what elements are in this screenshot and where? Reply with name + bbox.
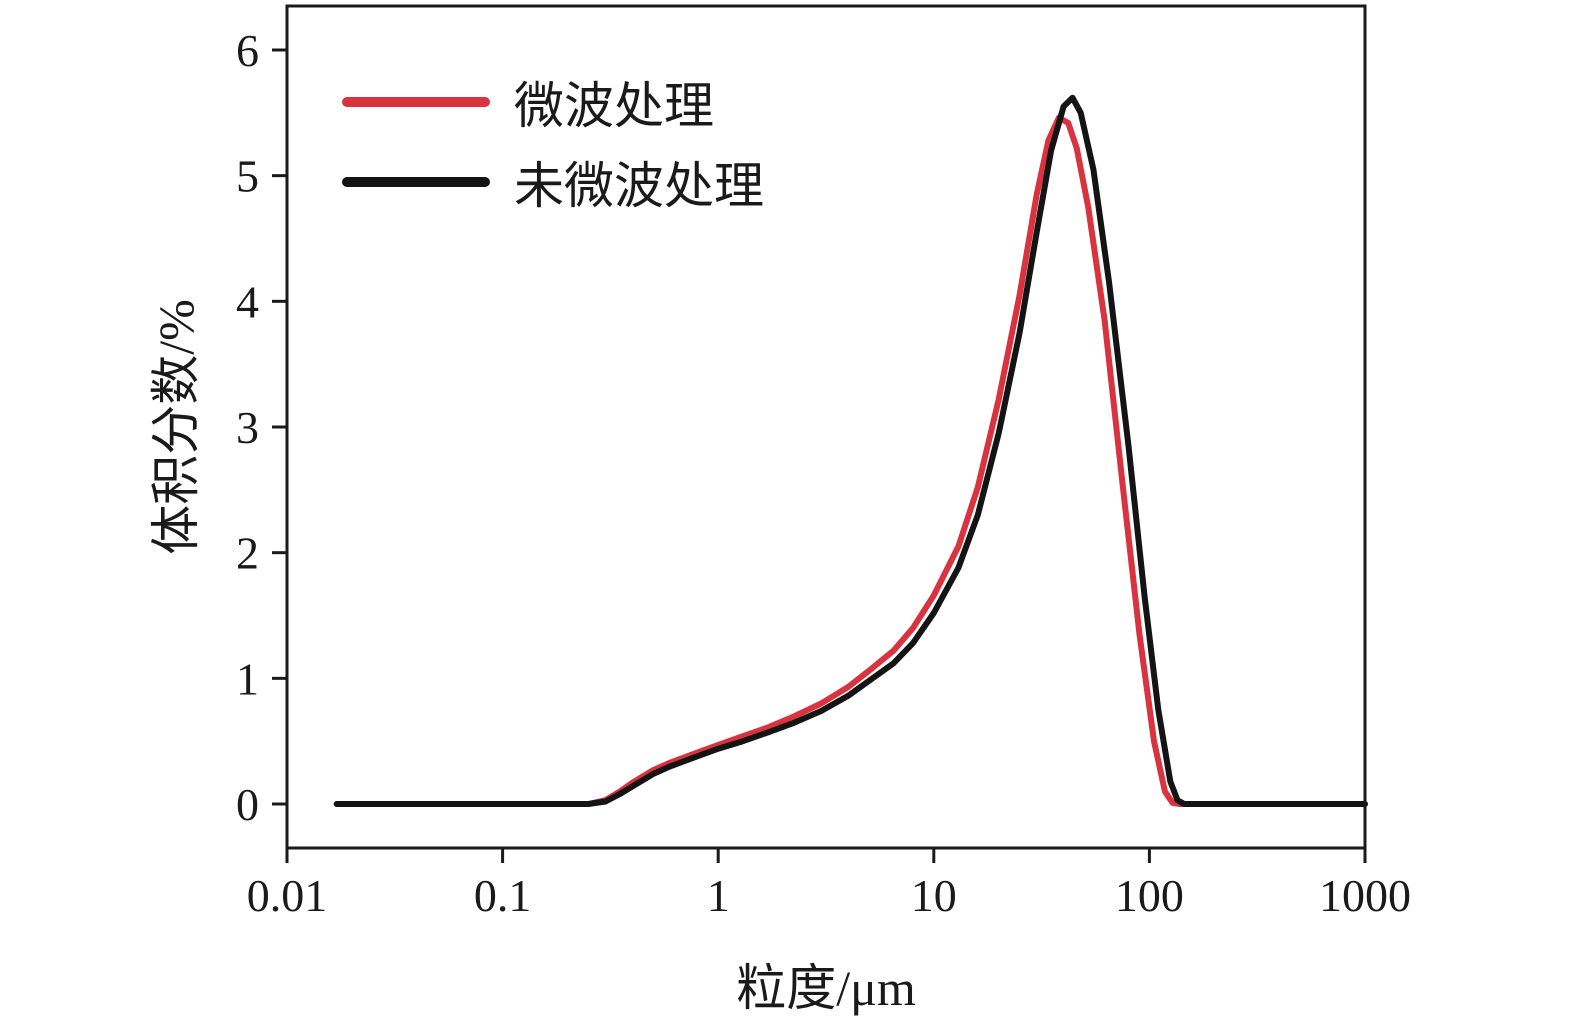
- y-axis-title: 体积分数/%: [148, 299, 204, 555]
- x-axis-tick-label: 0.1: [474, 870, 532, 921]
- y-axis-tick-label: 3: [236, 402, 259, 453]
- y-axis-tick-label: 0: [236, 779, 259, 830]
- x-axis-tick-label: 1: [707, 870, 730, 921]
- legend-item-microwave-treated: 微波处理: [342, 62, 764, 142]
- series-line-microwave-treated: [333, 114, 1368, 807]
- y-axis-tick-label: 4: [236, 276, 259, 327]
- x-axis-tick-label: 0.01: [247, 870, 328, 921]
- legend-item-not-microwave-treated: 未微波处理: [342, 142, 764, 222]
- y-axis-tick-label: 2: [236, 528, 259, 579]
- legend-line-swatch: [342, 97, 490, 107]
- y-axis-tick-label: 6: [236, 25, 259, 76]
- y-axis-tick-label: 5: [236, 151, 259, 202]
- x-axis-tick-label: 10: [911, 870, 957, 921]
- x-axis-title: 粒度/μm: [736, 960, 916, 1016]
- legend: 微波处理 未微波处理: [342, 62, 764, 222]
- x-axis-tick-label: 100: [1115, 870, 1184, 921]
- y-axis-tick-label: 1: [236, 653, 259, 704]
- legend-line-swatch: [342, 177, 490, 187]
- x-axis-tick-label: 1000: [1319, 870, 1411, 921]
- series-line-not-microwave-treated: [333, 94, 1368, 807]
- legend-label: 微波处理: [514, 78, 714, 134]
- legend-label: 未微波处理: [514, 158, 764, 214]
